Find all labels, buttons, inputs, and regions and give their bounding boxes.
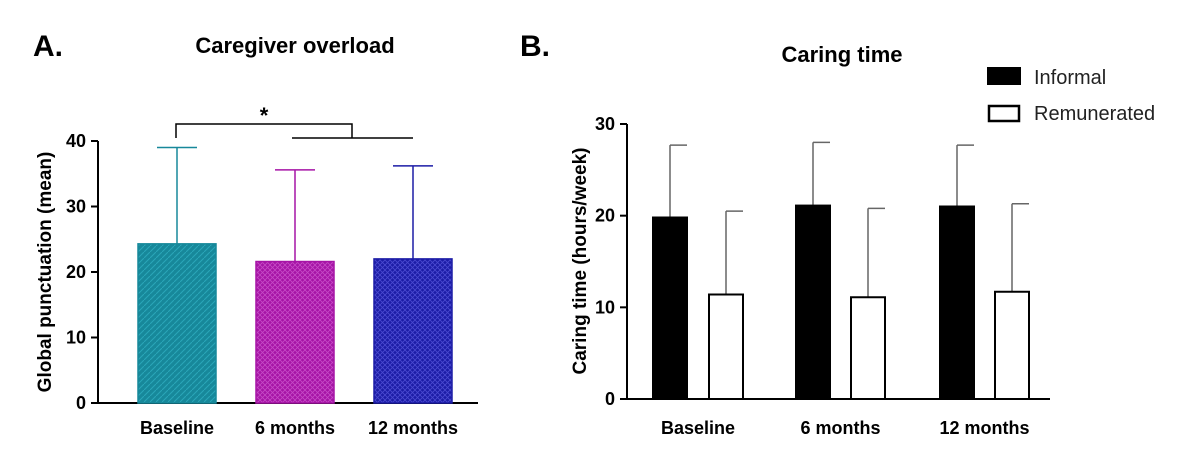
panel-a-ylabel: Global punctuation (mean): [35, 152, 56, 393]
legend-swatch-remunerated: [987, 104, 1021, 123]
panel-b-category-label: Baseline: [661, 418, 735, 438]
panel-b-ytick-label: 10: [595, 297, 615, 317]
panel-a-title: Caregiver overload: [195, 33, 394, 58]
panel-b-label: B.: [520, 30, 550, 63]
panel-b-ytick-label: 30: [595, 114, 615, 134]
panel-a-label: A.: [33, 30, 63, 63]
panel-a-ytick-label: 20: [66, 262, 86, 282]
legend-swatch-informal: [987, 67, 1021, 85]
panel-a-ytick-label: 0: [76, 393, 86, 413]
panel-a-ytick-label: 40: [66, 131, 86, 151]
panel-b-category-label: 6 months: [800, 418, 880, 438]
panel-a-category-label: 12 months: [368, 418, 458, 438]
panel-b-ytick-label: 0: [605, 389, 615, 409]
panel-b-ytick-label: 20: [595, 206, 615, 226]
panel-b-bar-remunerated: [850, 296, 886, 400]
panel-a-plot: 0 10 20 30 40 Baseline 6 months 12 months: [66, 131, 478, 438]
panel-b-bar-remunerated: [708, 293, 744, 400]
panel-a-bar: [137, 243, 217, 404]
panel-b-bar-informal: [795, 204, 831, 400]
panel-b-bar-informal: [939, 205, 975, 400]
panel-a-bar: [373, 258, 453, 404]
significance-star: *: [260, 103, 269, 128]
panel-b-title: Caring time: [781, 42, 902, 67]
significance-bracket: *: [175, 103, 413, 139]
legend-label-informal: Informal: [1034, 67, 1106, 89]
panel-a-ytick-label: 10: [66, 328, 86, 348]
panel-b-ylabel: Caring time (hours/week): [570, 148, 591, 375]
legend: Informal Remunerated: [987, 67, 1155, 125]
panel-b-bar-remunerated: [994, 290, 1030, 400]
panel-a-category-label: Baseline: [140, 418, 214, 438]
legend-label-remunerated: Remunerated: [1034, 103, 1155, 125]
panel-a-ytick-label: 30: [66, 197, 86, 217]
panel-b-category-label: 12 months: [939, 418, 1029, 438]
panel-b-bar-informal: [652, 216, 688, 400]
panel-b-plot: 0 10 20 30 Baseline 6 months 12 months: [595, 114, 1050, 438]
panel-a-bar: [255, 260, 335, 404]
panel-a-category-label: 6 months: [255, 418, 335, 438]
